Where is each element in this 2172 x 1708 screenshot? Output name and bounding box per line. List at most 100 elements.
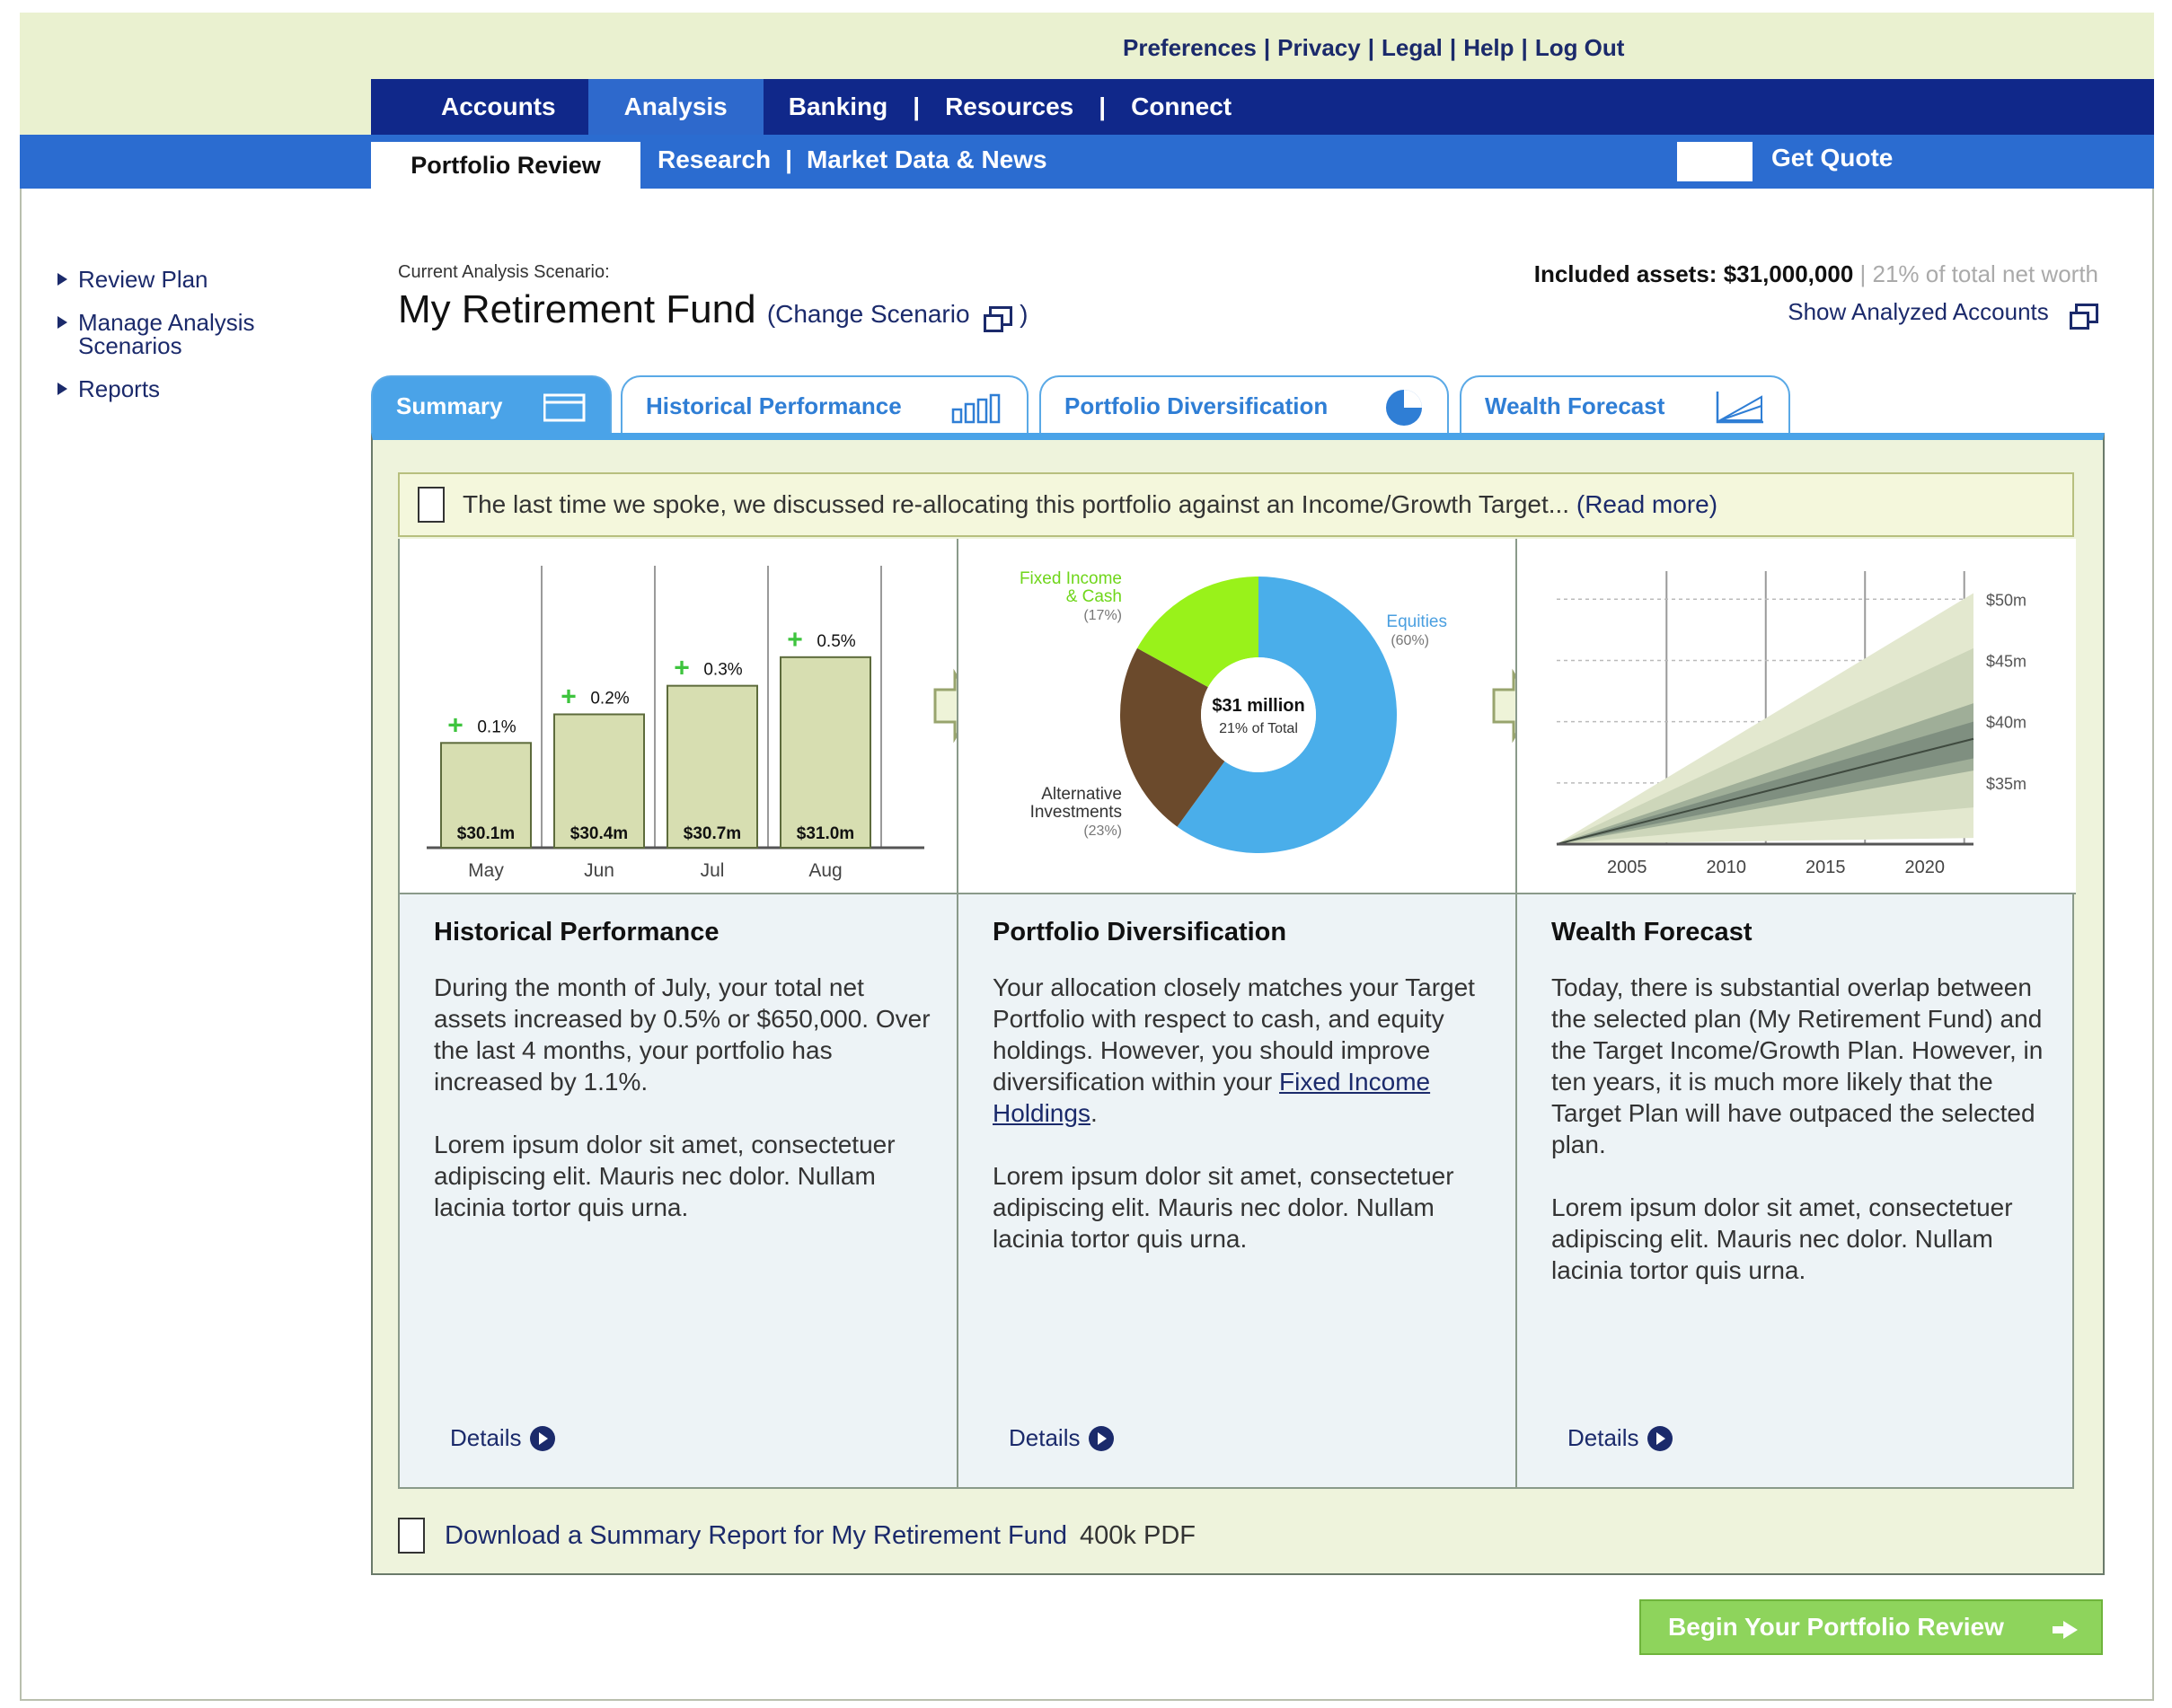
arrow-circle-icon <box>1089 1425 1115 1451</box>
donut-center-sub: 21% of Total <box>1219 721 1298 736</box>
nav-banking[interactable]: Banking <box>788 92 888 120</box>
legal-link[interactable]: Legal <box>1381 34 1443 61</box>
nav-separator: | <box>1099 92 1107 120</box>
leftnav-reports[interactable]: Reports <box>57 377 291 401</box>
bar-jun <box>553 713 645 849</box>
forecast-median-line <box>1556 737 1974 845</box>
plus-icon: + <box>787 625 803 655</box>
preferences-link[interactable]: Preferences <box>1123 34 1257 61</box>
slice-equities <box>1177 577 1397 853</box>
show-analyzed-accounts-link[interactable]: Show Analyzed Accounts <box>1788 298 2098 330</box>
nav-accounts[interactable]: Accounts <box>441 92 556 120</box>
tab-summary[interactable]: Summary <box>371 375 612 435</box>
scenario-change-wrap: (Change Scenario ) <box>766 300 1029 332</box>
bar-chart-icon <box>951 393 1001 424</box>
download-report-link[interactable]: Download a Summary Report for My Retirem… <box>445 1520 1068 1550</box>
sub-nav: Portfolio Review Research | Market Data & … <box>20 135 2154 189</box>
pdf-download-icon <box>398 1518 425 1554</box>
bar-change-label: 0.1% <box>477 718 516 736</box>
nav-separator: | <box>913 92 921 120</box>
utility-links: Preferences | Privacy | Legal | Help | Log Out <box>1123 34 1625 61</box>
donut-hole <box>1201 657 1316 772</box>
historical-body: During the month of July, your total net… <box>434 973 931 1221</box>
subnav-market-data[interactable]: Market Data & News <box>806 145 1047 173</box>
diversification-title: Portfolio Diversification <box>993 918 1287 946</box>
included-assets: Included assets: $31,000,000 | 21% of to… <box>1533 260 2098 287</box>
main-nav: Accounts Analysis Banking | Resources | … <box>371 79 2154 135</box>
bar-change-label: 0.5% <box>817 632 855 651</box>
x-tick-label: 2010 <box>1707 858 1747 877</box>
plus-icon: + <box>674 654 690 683</box>
arrow-circle-icon <box>1647 1425 1673 1451</box>
fixed-income-label: & Cash <box>1066 587 1122 606</box>
subnav-research[interactable]: Research <box>658 145 772 173</box>
bar-value-label: $31.0m <box>797 824 854 843</box>
forecast-band-3 <box>1557 721 1973 844</box>
summary-panel: The last time we spoke, we discussed re-… <box>371 433 2105 1575</box>
popout-icon <box>2070 304 2098 330</box>
equities-label: Equities <box>1386 612 1447 631</box>
x-tick-label: 2005 <box>1607 858 1647 877</box>
begin-review-button[interactable]: Begin Your Portfolio Review <box>1639 1599 2103 1655</box>
x-tick-label: May <box>468 860 504 881</box>
tab-historical-performance[interactable]: Historical Performance <box>621 375 1029 435</box>
assets-value: $31,000,000 <box>1723 260 1854 287</box>
x-tick-label: Jul <box>701 860 725 881</box>
tab-portfolio-diversification[interactable]: Portfolio Diversification <box>1039 375 1449 435</box>
diversification-chart-box: $31 million 21% of Total Equities (60%) Alte… <box>958 539 1535 894</box>
assets-share: 21% of total net worth <box>1872 260 2098 287</box>
flow-arrow-icon <box>1492 668 1535 744</box>
help-link[interactable]: Help <box>1463 34 1514 61</box>
leftnav-manage-scenarios[interactable]: Manage Analysis Scenarios <box>57 311 291 357</box>
scenario-label: Current Analysis Scenario: <box>398 262 610 282</box>
summary-columns: $30.1m 0.1% + May $30.4m 0.2% + Jun $30.7m 0.3% + J… <box>398 539 2076 1489</box>
alternative-label: Investments <box>1030 803 1122 822</box>
get-quote-button[interactable]: Get Quote <box>1771 144 1894 172</box>
arrow-right-icon <box>2053 1621 2078 1639</box>
nav-connect[interactable]: Connect <box>1131 92 1232 120</box>
historical-title: Historical Performance <box>434 918 720 946</box>
change-scenario-link[interactable]: Change Scenario <box>775 300 970 328</box>
fixed-income-link[interactable]: Fixed Income Holdings <box>993 1068 1431 1127</box>
historical-chart-box: $30.1m 0.1% + May $30.4m 0.2% + Jun $30.7m 0.3% + J… <box>400 539 976 894</box>
leftnav-review-plan[interactable]: Review Plan <box>57 268 291 291</box>
privacy-link[interactable]: Privacy <box>1277 34 1361 61</box>
y-tick-label: $40m <box>1986 714 2026 732</box>
nav-resources[interactable]: Resources <box>945 92 1074 120</box>
alternative-pct: (23%) <box>1083 823 1122 839</box>
download-row: Download a Summary Report for My Retirem… <box>398 1518 1196 1554</box>
bar-may <box>440 742 532 850</box>
assets-label: Included assets: <box>1533 260 1717 287</box>
bar-aug <box>780 656 871 849</box>
plus-icon: + <box>447 710 464 740</box>
diversification-details-link[interactable]: Details <box>1009 1424 1115 1452</box>
read-more-link[interactable]: (Read more) <box>1576 490 1718 518</box>
forecast-chart-box: 2005 2010 2015 2020 $50m $45m $40m $35m <box>1517 539 2076 894</box>
note-text: The last time we spoke, we discussed re-… <box>463 490 1570 518</box>
popout-icon[interactable] <box>984 305 1013 332</box>
subnav-links: Research | Market Data & News <box>658 145 1047 173</box>
arrow-right-icon <box>57 383 67 395</box>
logout-link[interactable]: Log Out <box>1534 34 1625 61</box>
forecast-body: Today, there is substantial overlap betw… <box>1551 973 2044 1284</box>
historical-bar-chart: $30.1m 0.1% + May $30.4m 0.2% + Jun $30.7m 0.3% + J… <box>427 566 976 881</box>
diversification-body: Your allocation closely matches your Tar… <box>993 973 1475 1253</box>
conversation-note: The last time we spoke, we discussed re-… <box>398 472 2074 537</box>
historical-details-link[interactable]: Details <box>450 1424 556 1452</box>
diversification-column: $31 million 21% of Total Equities (60%) Alte… <box>958 539 1535 1489</box>
nav-analysis[interactable]: Analysis <box>587 79 764 135</box>
download-size: 400k PDF <box>1080 1520 1196 1550</box>
x-tick-label: Jun <box>584 860 614 881</box>
fixed-income-label: Fixed Income <box>1020 569 1122 588</box>
forecast-details-link[interactable]: Details <box>1567 1424 1673 1452</box>
tab-wealth-forecast[interactable]: Wealth Forecast <box>1460 375 1790 435</box>
arrow-circle-icon <box>530 1425 556 1451</box>
slice-alternative-investments <box>1120 647 1225 827</box>
forecast-area-chart: 2005 2010 2015 2020 $50m $45m $40m $35m <box>1556 571 2026 877</box>
bar-value-label: $30.7m <box>684 824 741 843</box>
flow-arrow-icon <box>933 668 976 744</box>
scenario-title: My Retirement Fund <box>398 287 756 331</box>
quote-input[interactable] <box>1677 142 1753 181</box>
x-tick-label: 2020 <box>1904 858 1945 877</box>
subnav-portfolio-review[interactable]: Portfolio Review <box>371 142 640 189</box>
